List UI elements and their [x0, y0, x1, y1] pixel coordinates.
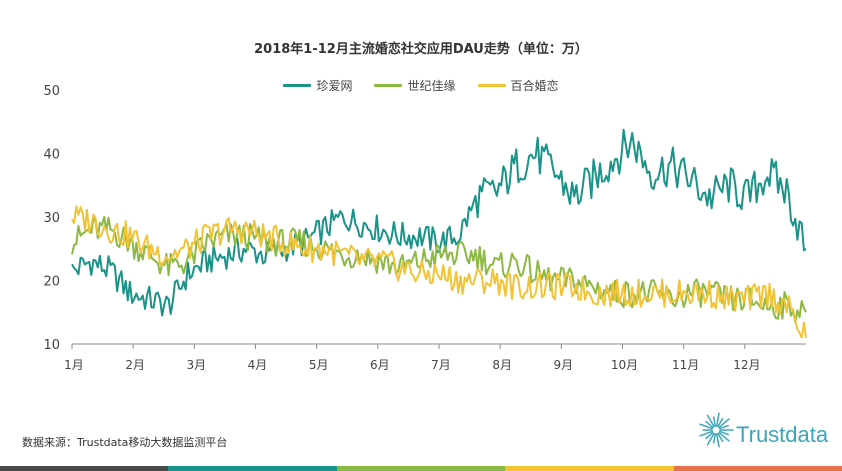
y-tick-label: 40 [43, 148, 60, 163]
y-tick-label: 10 [43, 338, 60, 353]
x-tick-label: 10月 [611, 358, 638, 372]
source-note: 数据来源：Trustdata移动大数据监测平台 [22, 436, 228, 449]
starburst-ray [706, 432, 715, 446]
legend-item-zhenai: 珍爱网 [283, 77, 352, 94]
x-tick-label: 1月 [64, 358, 84, 372]
starburst-ray [718, 431, 730, 442]
x-tick-label: 9月 [554, 358, 574, 372]
trustdata-logo: Trustdata [694, 400, 834, 460]
legend-swatch-baihe [477, 84, 506, 87]
starburst-ray [719, 430, 729, 436]
series-line-2 [71, 215, 807, 324]
x-tick-label: 8月 [492, 358, 512, 372]
legend-item-jiayuan: 世纪佳缘 [374, 77, 456, 94]
footer-segment [168, 466, 337, 471]
y-tick-label: 30 [43, 211, 60, 226]
starburst-ray [717, 417, 724, 428]
x-tick-label: 12月 [733, 358, 760, 372]
x-tick-label: 4月 [248, 358, 268, 372]
x-tick-label: 2月 [125, 358, 145, 372]
starburst-ray [712, 416, 717, 427]
starburst-ray [719, 424, 729, 430]
starburst-ray [705, 420, 714, 429]
starburst-ray [717, 432, 724, 443]
y-tick-label: 50 [43, 84, 60, 99]
starburst-ray [715, 433, 720, 448]
starburst-ray [706, 414, 715, 428]
series-line-3 [71, 205, 807, 339]
y-tick-label: 20 [43, 275, 60, 290]
footer-segment [505, 466, 674, 471]
footer-color-bar [0, 466, 842, 471]
legend-label-jiayuan: 世纪佳缘 [407, 79, 456, 93]
starburst-ray [699, 430, 713, 437]
footer-segment [336, 466, 506, 471]
legend-label-zhenai: 珍爱网 [316, 79, 353, 93]
legend-item-baihe: 百合婚恋 [477, 77, 559, 94]
starburst-ray [712, 433, 717, 444]
starburst-icon [699, 412, 734, 448]
brand-label: Trustdata [736, 422, 829, 447]
chart-title: 2018年1-12月主流婚恋社交应用DAU走势（单位：万） [254, 42, 588, 57]
chart-legend: 珍爱网 世纪佳缘 百合婚恋 [0, 77, 842, 94]
starburst-ray [718, 418, 730, 429]
starburst-ray [715, 412, 720, 427]
footer-segment [673, 466, 842, 471]
x-tick-label: 11月 [672, 358, 699, 372]
legend-swatch-zhenai [283, 84, 312, 87]
x-tick-label: 7月 [431, 358, 451, 372]
x-tick-label: 3月 [187, 358, 207, 372]
x-tick-label: 6月 [370, 358, 390, 372]
legend-label-baihe: 百合婚恋 [510, 79, 559, 93]
footer-segment [0, 466, 169, 471]
legend-swatch-jiayuan [374, 84, 403, 87]
starburst-ray [705, 431, 714, 440]
starburst-ray [699, 423, 713, 430]
x-tick-label: 5月 [309, 358, 329, 372]
